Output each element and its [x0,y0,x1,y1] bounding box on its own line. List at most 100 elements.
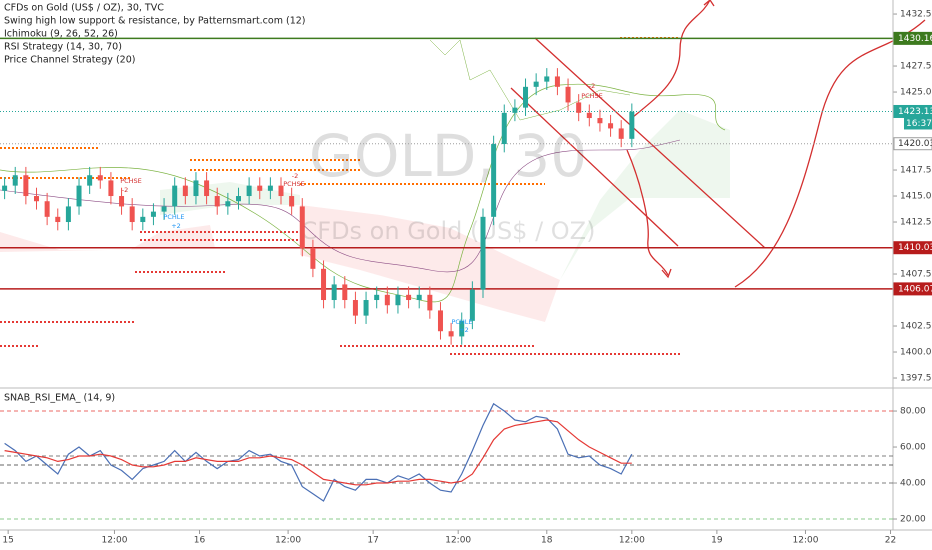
candle-body [129,206,135,223]
ichimoku-line [0,83,726,303]
candle-body [289,196,295,207]
x-tick-label: 12:00 [275,536,301,546]
candle-body [44,201,50,217]
strategy-annotation: PCHLE [163,213,184,221]
x-tick-label: 12:00 [445,536,471,546]
ichimoku-line [429,39,631,121]
candle-body [608,123,614,129]
y-tick-label: 1425.00 [900,88,932,98]
y-tick-label: 1412.50 [900,218,932,228]
y-tick-label: 1400.00 [900,348,932,358]
price-label: 1420.03 [898,139,932,149]
candle-body [65,206,71,223]
price-label-box [893,31,932,45]
trend-drawing [510,0,926,288]
y-tick-label: 1407.50 [900,270,932,280]
ichimoku-line [0,139,681,273]
indicator-label: Price Channel Strategy (20) [4,55,135,66]
strategy-annotation: PCHSE [120,177,142,185]
candle-body [55,216,61,223]
rsi-pane: 80.00 60.00 40.00 20.00 15 12:00 16 12:00 17 12:0… [0,402,926,546]
price-label: 1410.03 [898,243,932,253]
candle-body [448,331,454,337]
candle-body [246,185,252,197]
price-label-box [893,282,932,296]
candle-body [523,86,529,108]
strategy-annotation: PCHSE [581,92,603,100]
y-tick-label: 1415.00 [900,192,932,202]
candle-body [23,175,29,197]
candle-body [554,76,560,87]
candle-body [576,102,582,113]
candle-body [193,180,199,197]
y-tick-label: 1427.50 [900,62,932,72]
watermark: GOLD, 30 CFDs on Gold (US$ / OZ) [301,122,596,245]
x-tick-label: 15 [2,536,13,546]
strategy-annotation: -2 [122,186,128,194]
candle-body [501,112,507,145]
y-tick-label: 80.00 [900,407,926,417]
indicator-label: Swing high low support & resistance, by … [4,16,306,27]
candle-body [437,310,443,332]
candle-body [618,128,624,139]
watermark-text: CFDs on Gold (US$ / OZ) [301,217,596,245]
x-tick-label: 16 [194,536,206,546]
candle-body [87,175,93,186]
strategy-annotation: PCHLE [451,318,472,326]
candle-body [395,294,401,306]
candle-body [586,112,592,119]
y-tick-label: 60.00 [900,443,926,453]
candle-body [235,196,241,202]
candle-body [384,294,390,306]
candle-body [459,320,465,337]
rsi-line [4,419,632,486]
strategy-annotation: +2 [459,326,469,334]
candle-body [299,206,305,249]
candle-body [512,107,518,113]
price-pane: 1432.50 1427.50 1425.00 1417.50 1415.00 1412.… [0,10,932,384]
candle-body [363,300,369,316]
candle-body [119,196,125,207]
y-tick-label: 1397.50 [900,374,932,384]
candle-body [140,216,146,223]
candle-body [278,185,284,197]
candle-body [214,196,220,207]
candle-body [150,211,156,217]
price-label-box [893,137,932,151]
candle-body [597,118,603,124]
countdown: 16:37 [906,119,932,129]
x-tick-label: 19 [711,536,723,546]
candle-body [331,284,337,301]
rsi-line [4,402,633,502]
candle-body [97,175,103,181]
strategy-annotation: +2 [171,222,181,230]
indicator-label: Ichimoku (9, 26, 52, 26) [4,29,118,40]
candle-body [321,268,327,301]
y-tick-label: 20.00 [900,515,926,525]
strategy-annotation: -2 [589,82,595,90]
candle-body [2,185,8,191]
candle-body [629,111,635,139]
candle-body [469,289,475,321]
candle-body [374,294,380,301]
candle-body [33,196,39,202]
strategy-annotation: -2 [292,172,298,180]
price-label: 1430.16 [898,34,932,44]
candle-body [225,201,231,207]
strategy-annotation: PCHSE [283,180,305,188]
candle-body [533,81,539,87]
candle-body [352,300,358,316]
x-tick-label: 22 [885,536,896,546]
price-label: 1423.13 [898,107,932,117]
candle-body [491,144,497,217]
price-label-box [893,241,932,255]
x-tick-label: 12:00 [101,536,127,546]
candle-body [76,185,82,207]
candle-body [161,206,167,212]
candle-body [204,180,210,197]
x-tick-label: 12:00 [619,536,645,546]
candle-body [416,294,422,301]
candle-body [342,284,348,301]
candle-body [406,294,412,301]
